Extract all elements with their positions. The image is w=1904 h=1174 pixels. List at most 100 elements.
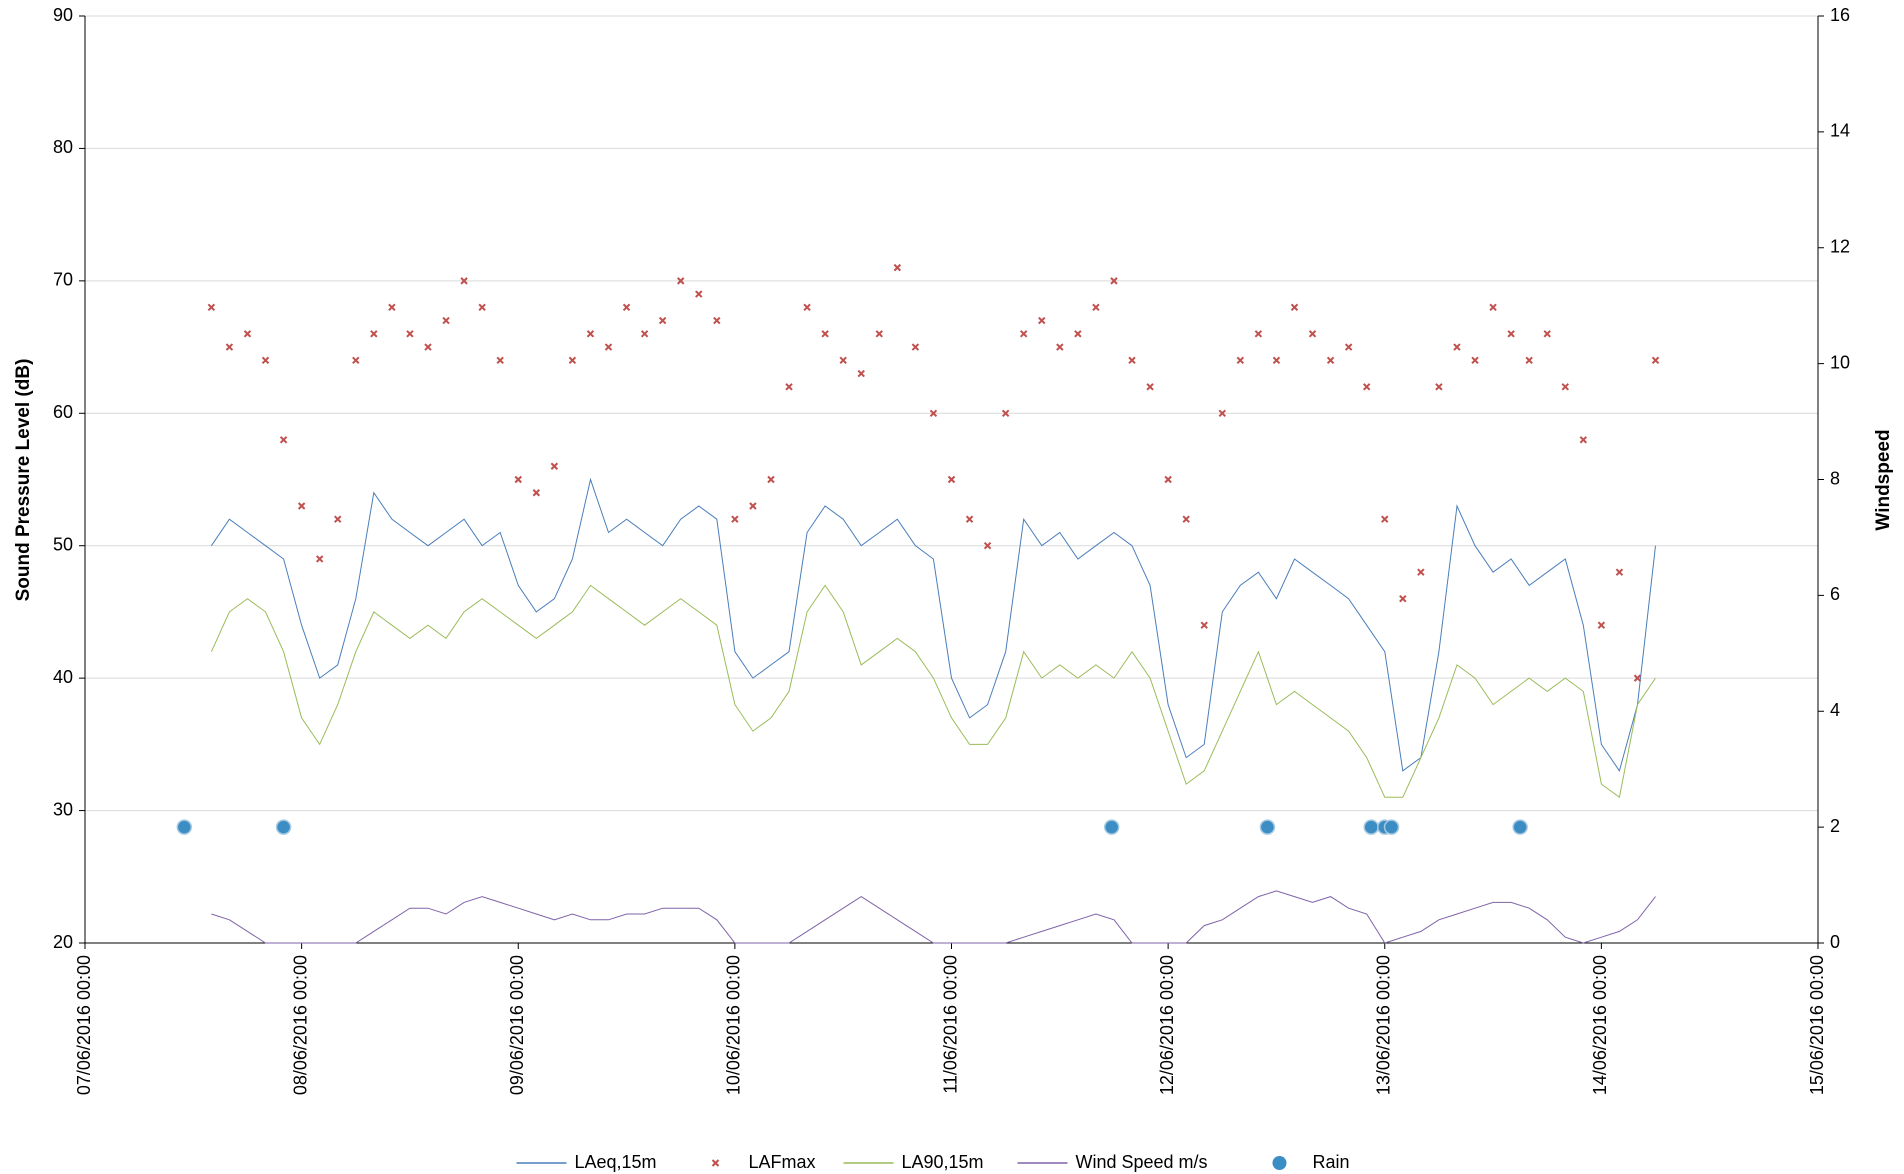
- y2-tick-label: 0: [1830, 932, 1840, 952]
- cross-marker: [731, 515, 739, 523]
- cross-marker: [1092, 303, 1100, 312]
- y2-tick-label: 12: [1830, 237, 1850, 257]
- cross-marker: [532, 489, 541, 497]
- cross-marker: [550, 462, 559, 470]
- x-tick-label: 12/06/2016 00:00: [1157, 955, 1177, 1095]
- cross-marker: [1489, 303, 1497, 312]
- cross-marker: [261, 356, 270, 365]
- cross-marker: [839, 356, 847, 365]
- y2-tick-label: 2: [1830, 816, 1840, 836]
- cross-marker: [478, 303, 486, 312]
- cross-marker: [695, 290, 703, 298]
- cross-marker: [640, 330, 649, 338]
- cross-marker: [406, 330, 414, 338]
- cross-marker: [767, 475, 775, 484]
- y2-tick-label: 6: [1830, 584, 1840, 604]
- cross-marker: [1561, 383, 1569, 391]
- cross-marker: [658, 316, 667, 325]
- cross-marker: [1471, 356, 1479, 365]
- x-tick-label: 08/06/2016 00:00: [290, 955, 310, 1095]
- cross-marker: [1308, 330, 1317, 338]
- cross-marker: [1579, 436, 1588, 444]
- series-line: [210, 477, 1656, 772]
- legend-item: LAFmax: [711, 1152, 816, 1172]
- cross-marker: [1543, 330, 1551, 338]
- cross-marker: [677, 277, 685, 285]
- cross-marker: [803, 303, 811, 312]
- cross-marker: [1218, 409, 1226, 417]
- legend-item: Rain: [1272, 1152, 1350, 1172]
- y-tick-label: 40: [53, 667, 73, 687]
- legend-label: LA90,15m: [902, 1152, 984, 1172]
- y2-tick-label: 4: [1830, 700, 1840, 720]
- cross-marker: [1507, 330, 1515, 338]
- cross-marker: [1272, 356, 1281, 365]
- cross-marker: [1362, 383, 1371, 391]
- cross-marker: [1110, 277, 1118, 285]
- y2-tick-label: 16: [1830, 5, 1850, 25]
- y2-tick-label: 10: [1830, 352, 1850, 372]
- cross-marker: [243, 330, 252, 338]
- cross-marker: [1020, 330, 1028, 338]
- dot-marker: [1383, 819, 1400, 835]
- cross-marker: [1038, 316, 1046, 325]
- legend-item: Wind Speed m/s: [1017, 1152, 1208, 1172]
- cross-marker: [622, 303, 631, 312]
- cross-marker: [857, 369, 865, 378]
- cross-marker: [1326, 356, 1335, 365]
- cross-marker: [821, 330, 829, 338]
- cross-marker: [586, 330, 595, 338]
- cross-marker: [749, 502, 757, 510]
- cross-marker: [388, 303, 396, 312]
- cross-marker: [370, 330, 378, 338]
- y-axis-title: Sound Pressure Level (dB): [13, 359, 34, 602]
- cross-marker: [1164, 475, 1172, 484]
- cross-marker: [1525, 356, 1533, 365]
- cross-marker: [1399, 594, 1407, 603]
- cross-marker: [225, 343, 234, 351]
- cross-marker: [1453, 343, 1461, 351]
- cross-marker: [1633, 674, 1642, 682]
- legend-label: LAFmax: [749, 1152, 816, 1172]
- x-tick-label: 10/06/2016 00:00: [724, 955, 744, 1095]
- legend-item: LA90,15m: [843, 1152, 984, 1172]
- cross-marker: [1200, 621, 1208, 629]
- dot-marker: [275, 819, 292, 835]
- cross-marker: [1651, 356, 1660, 365]
- cross-marker: [1597, 621, 1606, 629]
- y-tick-label: 80: [53, 137, 73, 157]
- cross-marker: [315, 555, 324, 563]
- legend-label: Rain: [1313, 1152, 1350, 1172]
- cross-marker: [911, 343, 920, 351]
- y-tick-label: 90: [53, 5, 73, 25]
- cross-marker: [1236, 356, 1245, 365]
- cross-marker: [424, 343, 432, 351]
- cross-marker: [785, 383, 793, 391]
- legend-item: LAeq,15m: [516, 1152, 657, 1172]
- cross-marker: [1074, 330, 1082, 338]
- cross-marker: [929, 409, 938, 417]
- cross-marker: [893, 263, 902, 272]
- y-tick-label: 70: [53, 270, 73, 290]
- cross-marker: [1417, 568, 1425, 576]
- series-line: [211, 890, 1656, 944]
- y2-tick-label: 14: [1830, 121, 1850, 141]
- cross-marker: [875, 330, 883, 338]
- x-tick-label: 13/06/2016 00:00: [1374, 955, 1394, 1095]
- cross-marker: [1056, 343, 1064, 351]
- cross-marker: [947, 475, 956, 484]
- cross-marker: [514, 475, 522, 484]
- x-tick-label: 07/06/2016 00:00: [74, 955, 94, 1095]
- y-tick-label: 20: [53, 932, 73, 952]
- dot-marker: [176, 819, 193, 835]
- cross-marker: [1182, 515, 1190, 523]
- cross-marker: [297, 502, 306, 510]
- y-tick-label: 30: [53, 799, 73, 819]
- y2-axis-title: Windspeed: [1873, 429, 1894, 530]
- cross-marker: [1146, 383, 1154, 391]
- cross-marker: [1128, 356, 1136, 365]
- x-tick-label: 14/06/2016 00:00: [1590, 955, 1610, 1095]
- cross-marker: [1615, 568, 1624, 576]
- y-tick-label: 60: [53, 402, 73, 422]
